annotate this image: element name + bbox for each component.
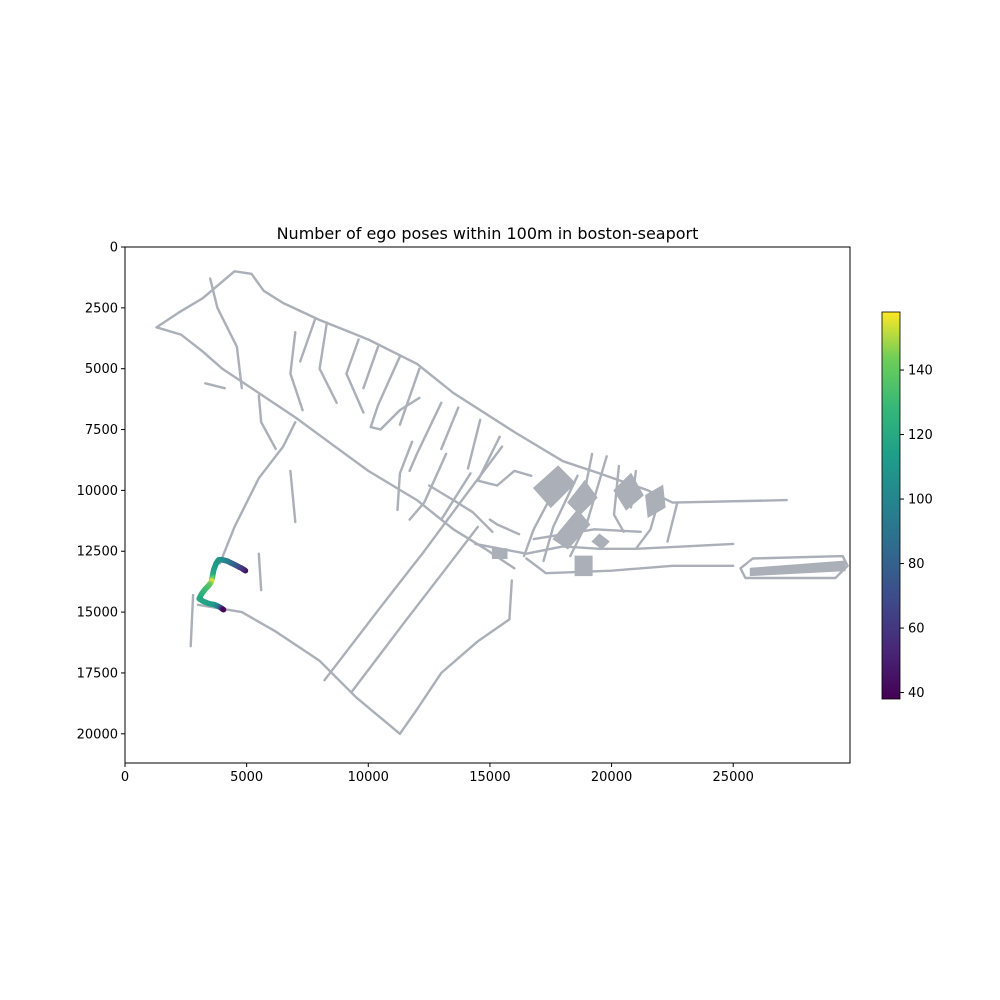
- colorbar-tick-label: 120: [908, 428, 933, 443]
- map-road: [289, 331, 304, 412]
- ego-pose-layer: [196, 557, 249, 613]
- map-road: [257, 552, 263, 592]
- map-road: [345, 338, 365, 414]
- map-road: [398, 367, 421, 426]
- colorbar: [882, 312, 900, 699]
- map-block: [613, 472, 644, 511]
- map-road: [155, 326, 516, 570]
- colorbar-tick-label: 40: [908, 686, 925, 701]
- map-road: [369, 355, 421, 431]
- y-tick-label: 7500: [85, 423, 118, 438]
- map-road: [474, 542, 735, 555]
- map-road: [488, 518, 521, 536]
- y-tick-label: 10000: [77, 484, 118, 499]
- map-block: [591, 533, 610, 550]
- map-road: [408, 401, 443, 473]
- y-tick-label: 15000: [77, 606, 118, 621]
- plot-frame: [124, 246, 851, 764]
- y-tick-label: 5000: [85, 362, 118, 377]
- map-block: [749, 560, 846, 577]
- map-road: [204, 382, 226, 390]
- map-block: [532, 465, 576, 509]
- colorbar-tick-label: 140: [908, 364, 933, 379]
- map-road: [408, 452, 448, 521]
- map-road: [612, 464, 625, 533]
- x-tick-label: 10000: [348, 770, 389, 785]
- x-tick-label: 25000: [713, 770, 754, 785]
- map-road: [440, 406, 460, 451]
- map-road: [476, 435, 533, 487]
- map-block: [574, 555, 593, 577]
- map-road: [440, 472, 472, 521]
- y-axis: 0 2500 5000 7500 10000 12500 15000 17500 20000: [77, 241, 125, 742]
- colorbar-axis: 40 60 80 100 120 140: [900, 364, 933, 701]
- y-tick-label: 12500: [77, 545, 118, 560]
- map-road: [196, 603, 402, 735]
- map-block: [567, 479, 598, 516]
- ego-pose-point: [220, 606, 227, 613]
- x-tick-label: 15000: [469, 770, 510, 785]
- map-road: [299, 318, 316, 363]
- map-block: [491, 548, 508, 559]
- map-road: [532, 528, 642, 541]
- map-road: [542, 474, 579, 563]
- map-road: [289, 469, 297, 524]
- map-road: [427, 484, 494, 533]
- map-road: [189, 593, 195, 648]
- map-road: [396, 440, 414, 512]
- map-layer: [155, 270, 849, 735]
- colorbar-frame: [881, 311, 901, 700]
- map-block: [552, 509, 591, 550]
- map-road: [257, 394, 277, 451]
- map-road: [155, 270, 788, 504]
- map-road: [739, 554, 849, 580]
- map-road: [666, 501, 679, 543]
- colorbar-tick-label: 80: [908, 557, 925, 572]
- map-road: [208, 277, 244, 390]
- x-tick-label: 20000: [591, 770, 632, 785]
- x-tick-label: 5000: [230, 770, 263, 785]
- colorbar-tick-label: 100: [908, 493, 933, 508]
- map-road: [350, 525, 479, 694]
- y-tick-label: 2500: [85, 301, 118, 316]
- map-road: [323, 445, 504, 682]
- y-tick-label: 0: [110, 241, 118, 256]
- x-tick-label: 0: [121, 770, 129, 785]
- map-road: [318, 321, 338, 404]
- x-axis: 0 5000 10000 15000 20000 25000: [121, 763, 754, 785]
- chart-title: Number of ego poses within 100m in bosto…: [277, 224, 699, 243]
- map-road: [398, 579, 513, 735]
- map-road: [362, 345, 380, 390]
- map-block: [645, 484, 666, 519]
- y-tick-label: 17500: [77, 666, 118, 681]
- map-road: [525, 557, 735, 575]
- colorbar-tick-label: 60: [908, 622, 925, 637]
- y-tick-label: 20000: [77, 727, 118, 742]
- map-road: [466, 418, 482, 470]
- map-road: [218, 421, 297, 565]
